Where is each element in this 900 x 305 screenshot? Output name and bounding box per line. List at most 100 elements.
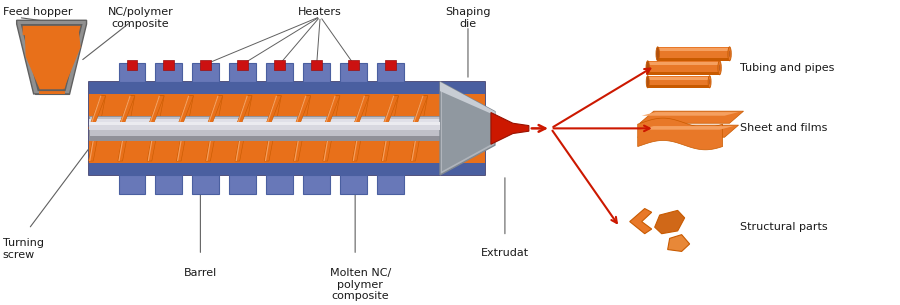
Polygon shape: [119, 96, 130, 128]
Polygon shape: [176, 96, 194, 161]
Bar: [88, 136, 440, 141]
Bar: [156, 63, 183, 82]
Text: Molten NC/
polymer
composite: Molten NC/ polymer composite: [329, 268, 391, 301]
Bar: [658, 58, 730, 61]
Polygon shape: [89, 96, 102, 161]
Text: Tubing and pipes: Tubing and pipes: [740, 63, 834, 73]
Polygon shape: [235, 96, 252, 161]
Polygon shape: [148, 96, 160, 161]
Polygon shape: [206, 96, 222, 128]
Bar: [658, 48, 730, 51]
Polygon shape: [265, 96, 277, 161]
Bar: [88, 94, 485, 163]
Polygon shape: [654, 210, 685, 234]
Ellipse shape: [719, 65, 720, 71]
Bar: [88, 122, 440, 125]
Polygon shape: [352, 96, 369, 128]
Polygon shape: [323, 96, 336, 161]
Polygon shape: [410, 96, 428, 161]
Polygon shape: [440, 82, 495, 175]
Ellipse shape: [718, 61, 721, 75]
Polygon shape: [382, 96, 399, 128]
Ellipse shape: [728, 47, 732, 61]
Bar: [88, 94, 485, 163]
Bar: [88, 163, 485, 175]
Polygon shape: [89, 96, 102, 128]
Polygon shape: [265, 96, 282, 128]
Bar: [156, 175, 183, 194]
Polygon shape: [206, 96, 219, 161]
Polygon shape: [176, 96, 194, 128]
Bar: [193, 175, 220, 194]
Text: Turning
screw: Turning screw: [3, 239, 44, 260]
Polygon shape: [323, 96, 340, 161]
Polygon shape: [293, 96, 310, 128]
Polygon shape: [410, 96, 428, 128]
Polygon shape: [236, 96, 248, 128]
Bar: [377, 63, 404, 82]
Polygon shape: [638, 118, 723, 150]
Polygon shape: [382, 96, 394, 161]
Polygon shape: [17, 20, 86, 94]
Polygon shape: [442, 85, 493, 171]
Text: Structural parts: Structural parts: [740, 222, 827, 232]
Bar: [164, 60, 175, 70]
Polygon shape: [34, 82, 68, 94]
Polygon shape: [88, 96, 105, 161]
Polygon shape: [39, 83, 65, 94]
Bar: [88, 82, 485, 175]
Bar: [127, 60, 138, 70]
Bar: [340, 63, 367, 82]
Polygon shape: [323, 96, 340, 128]
Polygon shape: [119, 96, 130, 161]
Polygon shape: [668, 235, 689, 251]
Polygon shape: [206, 96, 219, 128]
Text: Heaters: Heaters: [298, 7, 342, 17]
Polygon shape: [638, 125, 739, 137]
Polygon shape: [22, 26, 81, 89]
Text: Sheet and films: Sheet and films: [740, 124, 827, 133]
Bar: [303, 63, 330, 82]
Bar: [648, 72, 720, 75]
Polygon shape: [118, 96, 135, 161]
Polygon shape: [491, 113, 529, 144]
Bar: [88, 119, 440, 125]
Bar: [230, 63, 256, 82]
Polygon shape: [630, 209, 652, 234]
Polygon shape: [147, 96, 164, 161]
Bar: [230, 175, 256, 194]
Ellipse shape: [708, 76, 711, 88]
Bar: [119, 63, 146, 82]
Bar: [385, 60, 396, 70]
Bar: [238, 60, 248, 70]
Polygon shape: [177, 96, 189, 128]
Bar: [88, 116, 440, 141]
Polygon shape: [440, 82, 495, 115]
Bar: [648, 85, 709, 88]
Bar: [648, 76, 709, 88]
Bar: [340, 175, 367, 194]
Polygon shape: [382, 96, 394, 128]
Polygon shape: [323, 96, 336, 128]
Polygon shape: [21, 24, 83, 91]
Polygon shape: [382, 96, 399, 161]
Polygon shape: [265, 96, 277, 128]
Polygon shape: [147, 96, 164, 128]
Polygon shape: [640, 126, 734, 130]
Bar: [201, 60, 212, 70]
Polygon shape: [88, 96, 105, 128]
Polygon shape: [235, 96, 252, 128]
Ellipse shape: [646, 76, 649, 88]
Ellipse shape: [729, 51, 730, 57]
Bar: [119, 175, 146, 194]
Polygon shape: [353, 96, 365, 161]
Bar: [311, 60, 322, 70]
Bar: [648, 61, 720, 75]
Polygon shape: [411, 96, 424, 128]
Ellipse shape: [709, 79, 710, 84]
Bar: [88, 82, 485, 94]
Polygon shape: [353, 96, 365, 128]
Bar: [193, 63, 220, 82]
Bar: [266, 175, 293, 194]
Ellipse shape: [656, 47, 660, 61]
